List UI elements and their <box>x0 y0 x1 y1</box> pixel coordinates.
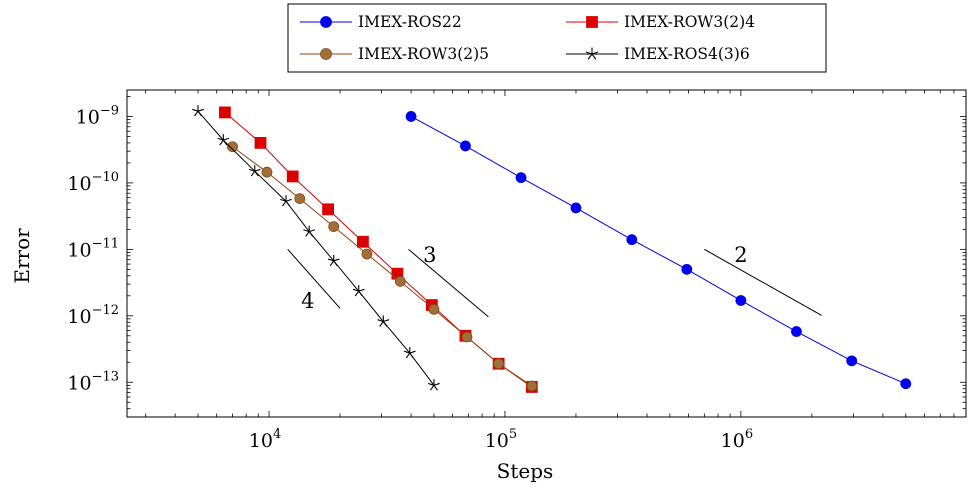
data-point <box>352 285 365 297</box>
legend-entry: IMEX-ROW3(2)5 <box>300 45 489 63</box>
data-point <box>405 111 417 122</box>
slope-annotations: 2 3 4 <box>287 243 822 318</box>
x-tick-label: 106 <box>721 427 753 452</box>
y-tick-label: 10−12 <box>67 303 119 328</box>
x-axis-title: Steps <box>497 459 554 483</box>
legend-entry: IMEX-ROS4(3)6 <box>566 45 750 63</box>
plot-area <box>126 89 967 418</box>
legend-entry: IMEX-ROS22 <box>300 13 462 31</box>
series-line <box>410 116 906 385</box>
slope-label: 2 <box>734 243 747 267</box>
series-imex-row3-2-4 <box>219 106 538 393</box>
data-series <box>192 105 912 393</box>
data-point <box>791 326 802 337</box>
data-point <box>586 16 598 28</box>
series-imex-ros4-3-6 <box>192 105 440 391</box>
data-point <box>328 221 340 232</box>
data-point <box>900 378 912 390</box>
data-point <box>377 315 390 327</box>
data-point <box>227 141 238 153</box>
legend-label: IMEX-ROS22 <box>358 13 462 31</box>
data-point <box>428 379 440 391</box>
legend-box <box>287 3 827 73</box>
slope-line <box>704 248 822 316</box>
data-point <box>280 195 292 207</box>
data-point <box>735 295 747 306</box>
x-tick-label: 105 <box>485 427 517 452</box>
legend-label: IMEX-ROS4(3)6 <box>624 45 750 63</box>
plot-frame <box>126 89 967 418</box>
data-point <box>286 170 299 183</box>
data-point <box>322 203 335 216</box>
slope-line <box>408 248 489 318</box>
data-point <box>294 193 306 205</box>
data-point <box>219 106 231 119</box>
y-tick-label: 10−10 <box>67 170 119 195</box>
data-point <box>261 166 273 178</box>
slope-label: 4 <box>301 289 314 313</box>
data-point <box>570 202 582 214</box>
series-line <box>232 146 533 387</box>
series-imex-ros22 <box>405 111 912 390</box>
legend-label: IMEX-ROW3(2)5 <box>358 45 489 63</box>
data-point <box>526 380 538 392</box>
data-point <box>585 47 599 60</box>
x-tick-label: 104 <box>249 427 281 452</box>
legend-entry: IMEX-ROW3(2)4 <box>566 13 755 31</box>
data-point <box>192 105 204 117</box>
y-tick-label: 10−11 <box>67 236 119 261</box>
data-point <box>394 275 406 287</box>
data-point <box>303 225 316 237</box>
data-point <box>681 263 693 275</box>
series-line <box>197 110 435 386</box>
slope-label: 3 <box>423 243 436 267</box>
data-point <box>493 358 505 370</box>
data-point <box>515 172 527 184</box>
data-point <box>217 134 230 146</box>
data-point <box>461 331 473 343</box>
y-axis-title: Error <box>10 228 34 284</box>
slope-line <box>287 249 341 309</box>
series-line <box>224 112 533 388</box>
data-point <box>357 235 369 248</box>
data-point <box>248 165 261 177</box>
legend-label: IMEX-ROW3(2)4 <box>624 13 755 31</box>
data-point <box>403 347 416 359</box>
legend: IMEX-ROS22 IMEX-ROW3(2)4 IMEX-ROW3(2)5 IMEX… <box>287 3 827 73</box>
y-tick-label: 10−13 <box>67 369 119 394</box>
data-point <box>327 254 340 267</box>
data-point <box>320 16 332 28</box>
axis-ticks: 104 105 106 10−9 10−10 10−11 10−12 10−13 <box>67 90 967 452</box>
data-point <box>460 140 471 152</box>
data-point <box>254 136 267 149</box>
series-imex-row3-2-5 <box>227 141 538 392</box>
data-point <box>626 234 638 246</box>
data-point <box>846 355 858 367</box>
y-tick-label: 10−9 <box>76 103 119 128</box>
data-point <box>320 48 332 60</box>
data-point <box>361 248 373 260</box>
data-point <box>428 303 440 315</box>
